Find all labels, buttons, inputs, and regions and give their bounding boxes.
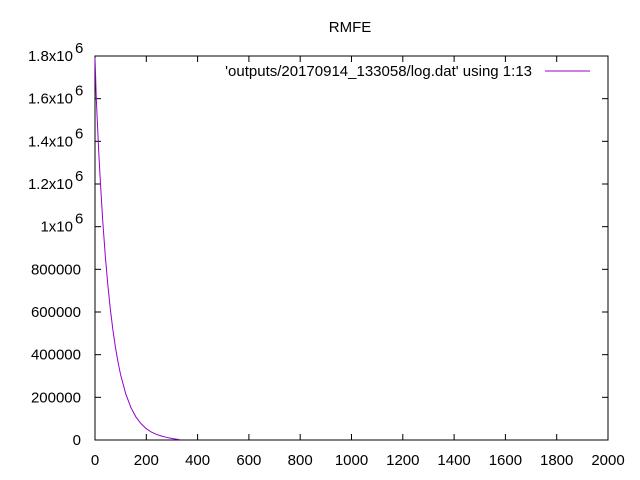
ticks: 0 200 400 600 800 1000 1200 1400 1600 1800 2000 0 20… <box>28 40 625 469</box>
x-tick-label: 2000 <box>591 452 624 469</box>
axes <box>94 55 609 441</box>
y-tick-label: 400000 <box>31 347 81 364</box>
x-tick-label: 1200 <box>386 452 419 469</box>
x-tick-label: 600 <box>236 452 261 469</box>
x-tick-label: 200 <box>134 452 159 469</box>
x-tick-label: 1600 <box>489 452 522 469</box>
y-tick-label: 1x10 <box>40 219 73 236</box>
y-tick-exponent: 6 <box>75 83 83 100</box>
x-tick-label: 0 <box>91 452 99 469</box>
legend: 'outputs/20170914_133058/log.dat' using … <box>225 63 590 80</box>
x-tick-label: 1400 <box>437 452 470 469</box>
y-tick-label: 0 <box>73 432 81 449</box>
y-tick-exponent: 6 <box>75 40 83 57</box>
y-tick-label: 1.6x10 <box>28 91 73 108</box>
y-tick-exponent: 6 <box>75 168 83 185</box>
legend-entry-label: 'outputs/20170914_133058/log.dat' using … <box>225 63 532 80</box>
y-tick-label: 800000 <box>31 261 81 278</box>
x-tick-label: 800 <box>288 452 313 469</box>
series <box>94 58 180 441</box>
y-tick-label: 1.8x10 <box>28 48 73 65</box>
series-line <box>94 58 180 441</box>
x-tick-label: 1000 <box>335 452 368 469</box>
y-tick-label: 200000 <box>31 389 81 406</box>
plot-frame <box>94 55 609 441</box>
y-tick-label: 1.2x10 <box>28 176 73 193</box>
y-tick-label: 1.4x10 <box>28 133 73 150</box>
y-tick-exponent: 6 <box>75 125 83 142</box>
chart-title: RMFE <box>329 19 372 36</box>
y-tick-label: 600000 <box>31 304 81 321</box>
x-tick-label: 400 <box>185 452 210 469</box>
y-tick-exponent: 6 <box>75 211 83 228</box>
x-tick-label: 1800 <box>540 452 573 469</box>
